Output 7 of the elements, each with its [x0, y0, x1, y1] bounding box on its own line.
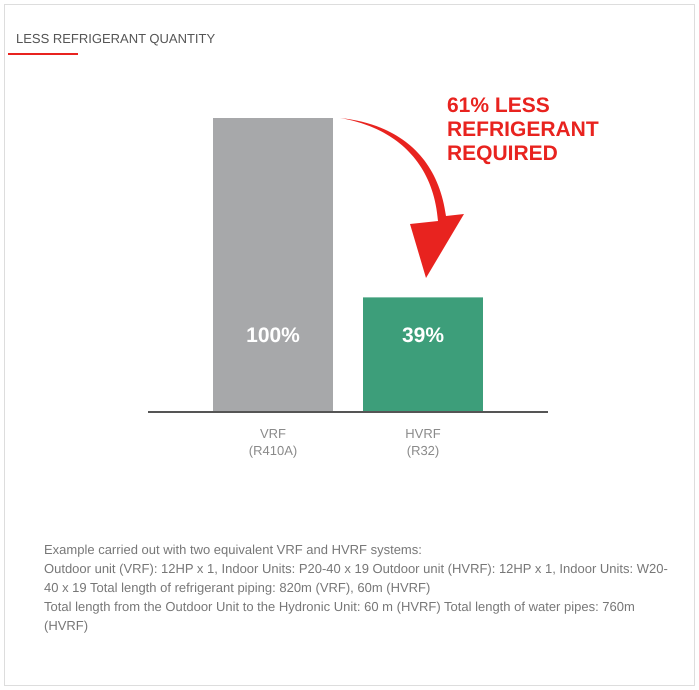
x-tick-label: HVRF (R32): [405, 426, 441, 458]
data-label: 100%: [246, 324, 300, 347]
chart-title: LESS REFRIGERANT QUANTITY: [16, 31, 216, 46]
annotation: 61% LESS REFRIGERANT REQUIRED: [447, 94, 599, 166]
text: Example carried out with two equivalent VRF and HVRF systems: Outdoor unit (VRF): 12HP x 1, Indoor Units: P20-40 x 19 Outdoor unit (HVRF): 12HP x 1, Indoor Units: W20-40 x 19 Total length of refrigerant piping: 820m (VRF), 60m (HVRF) Total length from the Outdoor Unit to the Hydronic Unit: 60 m (HVRF) Total length of water pipes: 760m (HVRF): [44, 541, 669, 635]
x-tick-label: VRF (R410A): [248, 426, 298, 458]
data-label: 39%: [402, 324, 444, 347]
